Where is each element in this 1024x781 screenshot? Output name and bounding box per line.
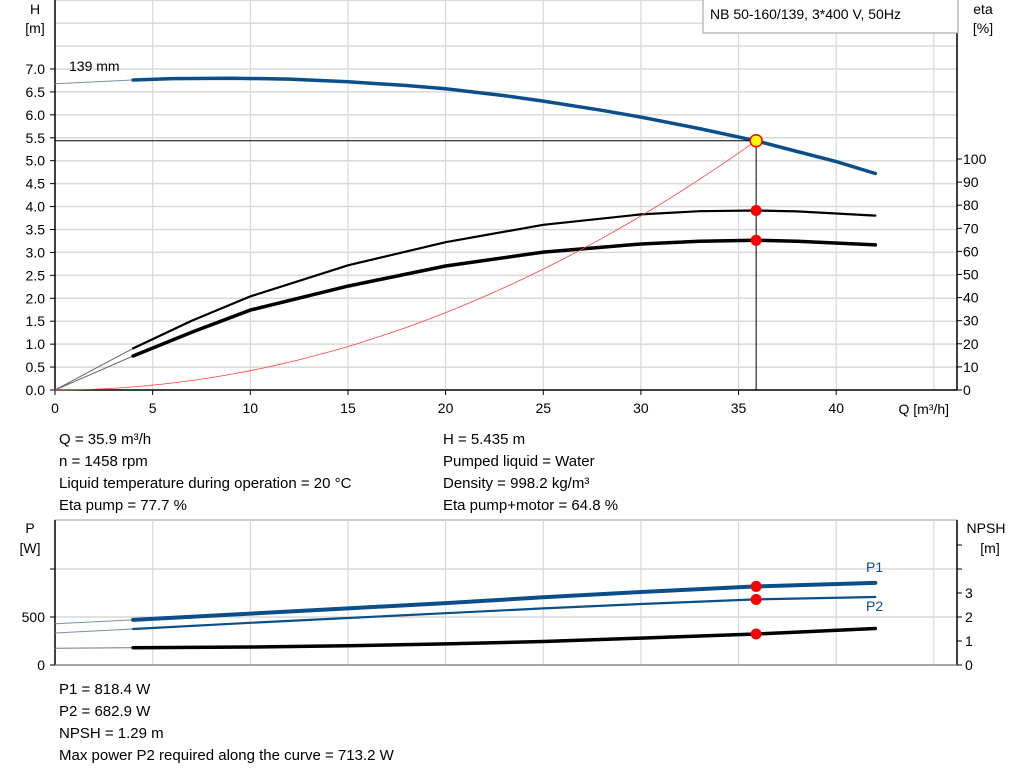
q-tick-label: 5 <box>149 400 157 416</box>
head-extrapolation <box>54 79 134 85</box>
h-axis-unit: [m] <box>25 20 44 36</box>
q-tick-label: 0 <box>51 400 59 416</box>
npsh-tick-label: 3 <box>965 585 973 601</box>
eta-pump-motor-extrapolation <box>54 355 134 391</box>
info-speed: n = 1458 rpm <box>59 453 148 470</box>
p1-label: P1 <box>866 559 883 575</box>
chart-marks <box>54 76 878 650</box>
info-p1: P1 = 818.4 W <box>59 681 151 698</box>
p-axis-title: P <box>25 520 34 536</box>
info-head: H = 5.435 m <box>443 431 526 448</box>
eta-tick-label: 60 <box>963 243 979 259</box>
bottom-chart-grid: 0 500 0 1 2 3 <box>22 519 973 673</box>
q-tick-label: 40 <box>828 400 844 416</box>
eta-pump-motor-duty-marker <box>750 234 762 246</box>
info-p2: P2 = 682.9 W <box>59 703 151 720</box>
h-tick-label: 1.0 <box>26 336 46 352</box>
info-liquid: Pumped liquid = Water <box>443 453 595 470</box>
eta-tick-label: 100 <box>963 151 987 167</box>
info-eta-pump-motor: Eta pump+motor = 64.8 % <box>443 497 619 514</box>
h-tick-label: 3.5 <box>26 221 46 237</box>
q-tick-label: 35 <box>731 400 747 416</box>
h-axis-title: H <box>30 1 40 17</box>
duty-info-right: H = 5.435 m Pumped liquid = Water Densit… <box>443 429 618 517</box>
h-tick-label: 0.0 <box>26 382 46 398</box>
eta-tick-label: 40 <box>963 290 979 306</box>
eta-tick-label: 10 <box>963 359 979 375</box>
p2-label: P2 <box>866 598 883 614</box>
pump-title: NB 50-160/139, 3*400 V, 50Hz <box>710 6 901 22</box>
h-tick-label: 7.0 <box>26 61 46 77</box>
eta-pump-duty-marker <box>750 205 762 217</box>
eta-tick-label: 0 <box>963 382 971 398</box>
power-info: P1 = 818.4 W P2 = 682.9 W NPSH = 1.29 m … <box>59 679 394 767</box>
p2-duty-marker <box>750 593 762 605</box>
h-tick-label: 5.5 <box>26 130 46 146</box>
h-tick-label: 6.0 <box>26 107 46 123</box>
npsh-axis-title: NPSH <box>967 520 1006 536</box>
impeller-diameter-label: 139 mm <box>69 58 120 74</box>
eta-axis-unit: [%] <box>973 20 993 36</box>
chart-labels: H [m] eta [%] Q [m³/h] 139 mm NB 50-160/… <box>20 0 1006 614</box>
npsh-tick-label: 0 <box>965 657 973 673</box>
top-chart-grid: 0.0 0.5 1.0 1.5 2.0 2.5 3.0 3.5 4.0 4.5 5.0 5.5 6.0 6… <box>26 0 987 416</box>
p-tick-label: 500 <box>22 609 46 625</box>
eta-tick-label: 30 <box>963 313 979 329</box>
q-tick-label: 15 <box>340 400 356 416</box>
q-axis-title: Q [m³/h] <box>898 401 949 417</box>
h-tick-label: 2.5 <box>26 267 46 283</box>
eta-tick-label: 20 <box>963 336 979 352</box>
p2-curve <box>132 595 877 631</box>
h-tick-label: 0.5 <box>26 359 46 375</box>
info-temperature: Liquid temperature during operation = 20… <box>59 475 352 492</box>
eta-axis-title: eta <box>973 1 993 17</box>
eta-pump-motor-curve <box>131 238 878 358</box>
p-axis-unit: [W] <box>20 540 41 556</box>
info-density: Density = 998.2 kg/m³ <box>443 475 590 492</box>
eta-tick-label: 90 <box>963 174 979 190</box>
h-tick-label: 4.5 <box>26 176 46 192</box>
p2-extrapolation <box>54 628 134 634</box>
npsh-axis-unit: [m] <box>980 540 999 556</box>
head-curve <box>131 76 878 176</box>
p1-duty-marker <box>750 580 762 592</box>
title-box <box>702 0 959 34</box>
npsh-tick-label: 1 <box>965 633 973 649</box>
h-tick-label: 2.0 <box>26 290 46 306</box>
p1-extrapolation <box>54 619 134 625</box>
info-max-p2: Max power P2 required along the curve = … <box>59 747 394 764</box>
eta-tick-label: 50 <box>963 267 979 283</box>
q-tick-label: 10 <box>243 400 259 416</box>
npsh-tick-label: 2 <box>965 609 973 625</box>
eta-tick-label: 80 <box>963 197 979 213</box>
info-flow: Q = 35.9 m³/h <box>59 431 152 448</box>
q-tick-label: 25 <box>535 400 551 416</box>
npsh-curve <box>131 626 878 650</box>
info-npsh: NPSH = 1.29 m <box>59 725 164 742</box>
eta-tick-label: 70 <box>963 220 979 236</box>
h-tick-label: 3.0 <box>26 244 46 260</box>
npsh-duty-marker <box>750 628 762 640</box>
q-tick-label: 20 <box>438 400 454 416</box>
duty-point-marker <box>749 134 763 148</box>
npsh-extrapolation <box>54 647 134 649</box>
duty-info-left: Q = 35.9 m³/h n = 1458 rpm Liquid temper… <box>59 429 351 517</box>
eta-pump-extrapolation <box>54 347 134 391</box>
h-tick-label: 5.0 <box>26 153 46 169</box>
info-eta-pump: Eta pump = 77.7 % <box>59 497 187 514</box>
eta-pump-curve <box>132 209 877 350</box>
q-tick-label: 30 <box>633 400 649 416</box>
h-tick-label: 1.5 <box>26 313 46 329</box>
p-tick-label: 0 <box>37 657 45 673</box>
h-tick-label: 6.5 <box>26 84 46 100</box>
p1-curve <box>131 580 878 622</box>
system-curve <box>54 140 757 391</box>
h-tick-label: 4.0 <box>26 199 46 215</box>
